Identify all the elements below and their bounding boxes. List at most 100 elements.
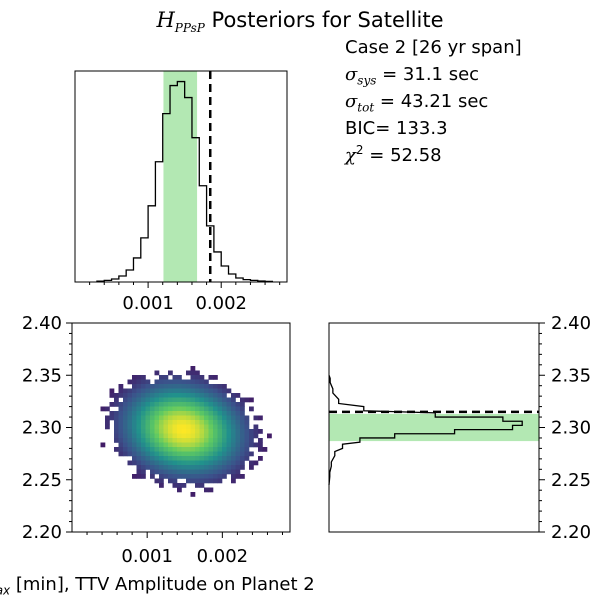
heatmap-cell <box>208 474 214 479</box>
heatmap-cell <box>190 474 196 479</box>
chart-title: HPPsP Posteriors for Satellite <box>0 8 600 35</box>
heatmap-cell <box>240 415 245 421</box>
heatmap-cell <box>141 460 146 466</box>
heatmap-cell <box>141 438 146 443</box>
y-tick-label: 2.35 <box>22 365 62 386</box>
heatmap-cell <box>127 420 133 425</box>
heatmap-cell <box>244 442 250 448</box>
heatmap-cell <box>154 433 160 439</box>
heatmap-cell <box>132 402 137 407</box>
heatmap-cell <box>163 456 169 461</box>
heatmap-cell <box>181 402 187 407</box>
heatmap-cell <box>168 393 173 398</box>
heatmap-cell <box>217 429 223 434</box>
heatmap-cell <box>154 438 160 443</box>
heatmap-cell <box>145 465 151 470</box>
heatmap-cell <box>123 429 128 434</box>
heatmap-cell <box>235 433 241 439</box>
title-text: Posteriors for Satellite <box>204 8 444 32</box>
heatmap-cell <box>145 393 151 398</box>
heatmap-cell <box>141 456 146 461</box>
heatmap-cell <box>181 465 187 470</box>
heatmap-cell <box>159 478 164 484</box>
heatmap-cell <box>163 384 169 389</box>
heatmap-cell <box>181 397 187 403</box>
heatmap-cell <box>195 474 200 479</box>
heatmap-cell <box>258 442 263 448</box>
heatmap-cell <box>123 420 128 425</box>
heatmap-cell <box>181 460 187 466</box>
heatmap-cell <box>226 420 232 425</box>
heatmap-cell <box>231 447 236 452</box>
heatmap-cell <box>127 442 133 448</box>
heatmap-cell <box>244 397 250 403</box>
heatmap-cell <box>163 474 169 479</box>
heatmap-cell <box>213 375 218 380</box>
heatmap-cell <box>123 424 128 430</box>
heatmap-cell <box>154 415 160 421</box>
heatmap-cell <box>213 397 218 403</box>
heatmap-cell <box>159 456 164 461</box>
heatmap-cell <box>199 456 205 461</box>
heatmap-cell <box>195 451 200 457</box>
heatmap-cell <box>172 478 178 484</box>
heatmap-cell <box>150 438 155 443</box>
heatmap-cell <box>226 447 232 452</box>
heatmap-cell <box>249 433 254 439</box>
heatmap-cell <box>123 447 128 452</box>
heatmap-cell <box>181 429 187 434</box>
heatmap-cell <box>127 402 133 407</box>
heatmap-cell <box>141 384 146 389</box>
heatmap-cell <box>150 406 155 412</box>
heatmap-cell <box>199 393 205 398</box>
heatmap-cell <box>132 388 137 394</box>
heatmap-cell <box>154 465 160 470</box>
heatmap-cell <box>123 451 128 457</box>
heatmap-cell <box>159 388 164 394</box>
heatmap-cell <box>186 429 191 434</box>
heatmap-cell <box>150 456 155 461</box>
heatmap-cell <box>240 447 245 452</box>
heatmap-cell <box>217 415 223 421</box>
heatmap-cell <box>204 451 209 457</box>
heatmap-cell <box>217 397 223 403</box>
heatmap-cell <box>208 406 214 412</box>
heatmap-cell <box>249 465 254 470</box>
heatmap-cell <box>132 393 137 398</box>
heatmap-cell <box>213 424 218 430</box>
heatmap-cell <box>172 474 178 479</box>
heatmap-cell <box>208 478 214 484</box>
heatmap-cell <box>190 402 196 407</box>
heatmap-cell <box>159 420 164 425</box>
heatmap-cell <box>195 375 200 380</box>
heatmap-cell <box>186 402 191 407</box>
heatmap-cell <box>159 429 164 434</box>
heatmap-cell <box>127 451 133 457</box>
heatmap-cell <box>222 465 227 470</box>
heatmap-cell <box>195 370 200 376</box>
heatmap-cell <box>118 406 124 412</box>
heatmap-cell <box>145 406 151 412</box>
heatmap-cell <box>177 465 182 470</box>
heatmap-cell <box>204 415 209 421</box>
heatmap-cell <box>150 442 155 448</box>
heatmap-cell <box>163 469 169 475</box>
heatmap-cell <box>222 429 227 434</box>
heatmap-cell <box>127 433 133 439</box>
heatmap-cell <box>235 465 241 470</box>
heatmap-cell <box>190 442 196 448</box>
heatmap-cell <box>181 483 187 488</box>
heatmap-cell <box>154 402 160 407</box>
heatmap-cell <box>235 424 241 430</box>
heatmap-cell <box>141 379 146 385</box>
heatmap-cell <box>181 406 187 412</box>
heatmap-cell <box>199 424 205 430</box>
heatmap-cell <box>231 460 236 466</box>
heatmap-cell <box>163 397 169 403</box>
heatmap-cell <box>181 474 187 479</box>
heatmap-cell <box>235 460 241 466</box>
heatmap-cell <box>105 420 110 425</box>
heatmap-cell <box>231 397 236 403</box>
heatmap-cell <box>213 411 218 416</box>
heatmap-cell <box>213 388 218 394</box>
